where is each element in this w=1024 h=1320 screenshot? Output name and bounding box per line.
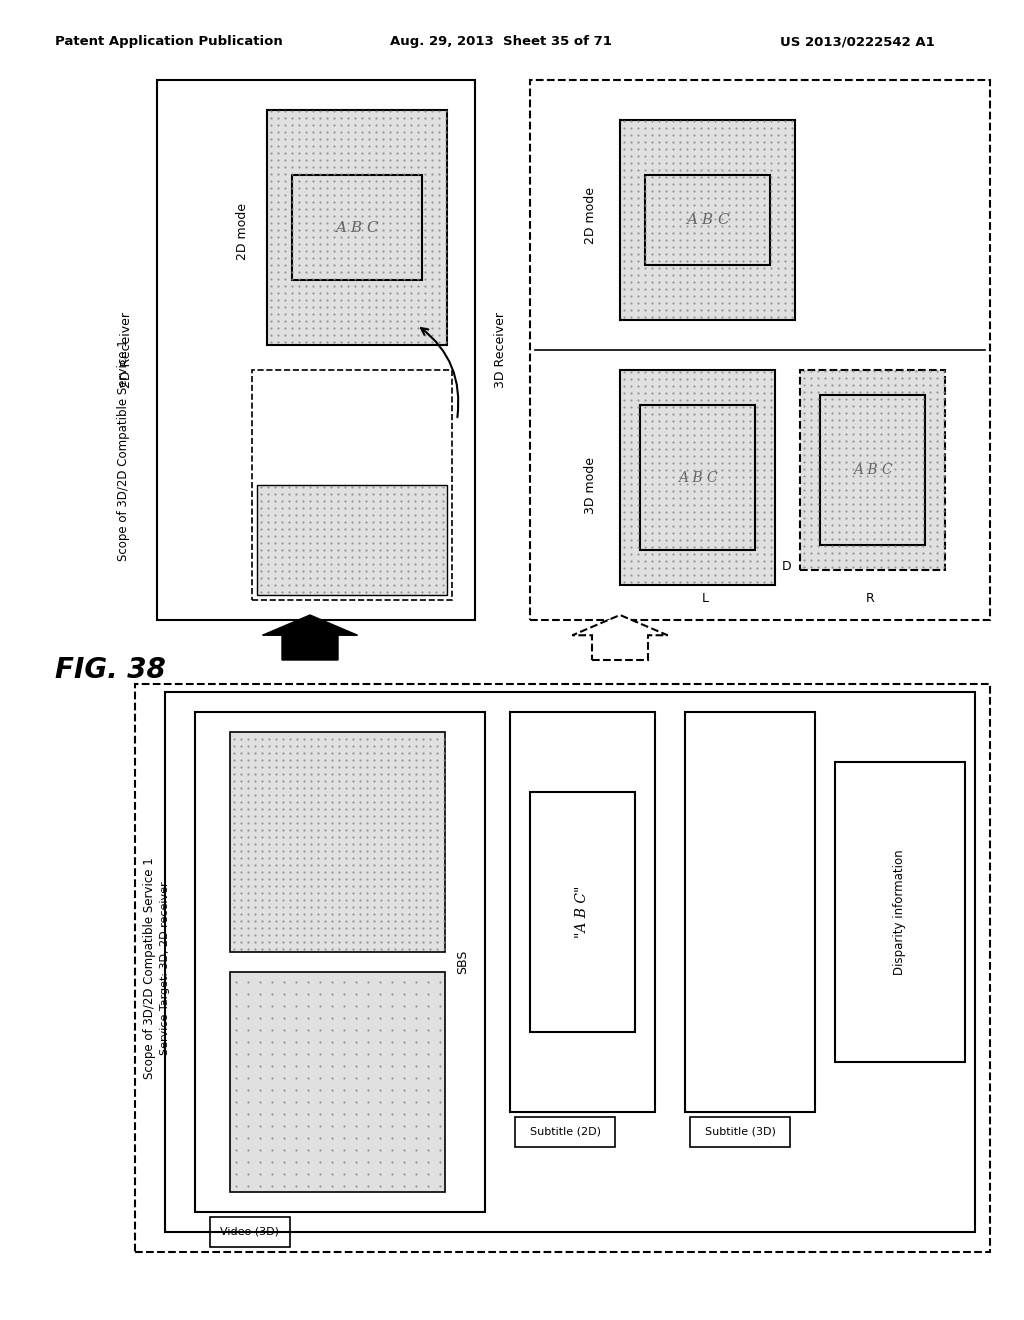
Text: Subtitle (3D): Subtitle (3D) bbox=[705, 1127, 775, 1137]
Text: SBS: SBS bbox=[457, 950, 469, 974]
Text: US 2013/0222542 A1: US 2013/0222542 A1 bbox=[780, 36, 935, 49]
Bar bbox=[292, 176, 422, 280]
Text: Aug. 29, 2013  Sheet 35 of 71: Aug. 29, 2013 Sheet 35 of 71 bbox=[390, 36, 612, 49]
Bar bbox=[835, 762, 965, 1063]
Bar bbox=[267, 110, 447, 345]
Text: Scope of 3D/2D Compatible Service 1: Scope of 3D/2D Compatible Service 1 bbox=[142, 857, 156, 1078]
Polygon shape bbox=[262, 615, 357, 660]
Text: 2D Receiver: 2D Receiver bbox=[121, 312, 133, 388]
Text: "A B C": "A B C" bbox=[575, 886, 590, 939]
Bar bbox=[230, 972, 445, 1192]
Text: Scope of 3D/2D Compatible Service 1: Scope of 3D/2D Compatible Service 1 bbox=[117, 339, 129, 561]
Text: Patent Application Publication: Patent Application Publication bbox=[55, 36, 283, 49]
Text: A B C: A B C bbox=[678, 470, 718, 484]
Bar bbox=[820, 395, 925, 545]
Bar bbox=[230, 733, 445, 952]
Bar bbox=[620, 370, 775, 585]
Bar bbox=[530, 81, 990, 620]
Bar bbox=[685, 711, 815, 1111]
Bar bbox=[230, 972, 445, 1192]
Text: A B C: A B C bbox=[853, 463, 892, 477]
Text: D: D bbox=[782, 561, 792, 573]
Text: 3D Receiver: 3D Receiver bbox=[494, 312, 507, 388]
Bar bbox=[510, 711, 655, 1111]
Bar bbox=[257, 484, 447, 595]
Text: Disparity information: Disparity information bbox=[894, 849, 906, 974]
Text: 2D mode: 2D mode bbox=[584, 186, 597, 243]
Text: 2D mode: 2D mode bbox=[236, 203, 249, 260]
Bar bbox=[257, 484, 447, 595]
Bar bbox=[157, 81, 475, 620]
Bar bbox=[165, 692, 975, 1232]
Text: FIG. 38: FIG. 38 bbox=[55, 656, 166, 684]
Bar bbox=[210, 1217, 290, 1247]
Text: R: R bbox=[865, 591, 874, 605]
Bar bbox=[620, 120, 795, 319]
Bar bbox=[620, 370, 775, 585]
Bar bbox=[252, 370, 452, 601]
Polygon shape bbox=[572, 615, 668, 660]
Bar bbox=[135, 684, 990, 1251]
Bar bbox=[515, 1117, 615, 1147]
Text: A B C: A B C bbox=[686, 213, 729, 227]
Bar bbox=[645, 176, 770, 265]
Bar bbox=[620, 120, 795, 319]
Bar bbox=[267, 110, 447, 345]
Text: A B C: A B C bbox=[335, 220, 379, 235]
Bar bbox=[530, 792, 635, 1032]
Text: L: L bbox=[701, 591, 709, 605]
Bar bbox=[195, 711, 485, 1212]
Bar bbox=[230, 733, 445, 952]
Bar bbox=[800, 370, 945, 570]
Text: 3D mode: 3D mode bbox=[584, 457, 597, 513]
Bar bbox=[800, 370, 945, 570]
Text: Video (3D): Video (3D) bbox=[220, 1228, 280, 1237]
Text: Subtitle (2D): Subtitle (2D) bbox=[529, 1127, 600, 1137]
Bar bbox=[640, 405, 755, 550]
Text: Service Target: 3D, 2D receiver: Service Target: 3D, 2D receiver bbox=[160, 882, 170, 1055]
Bar bbox=[690, 1117, 790, 1147]
